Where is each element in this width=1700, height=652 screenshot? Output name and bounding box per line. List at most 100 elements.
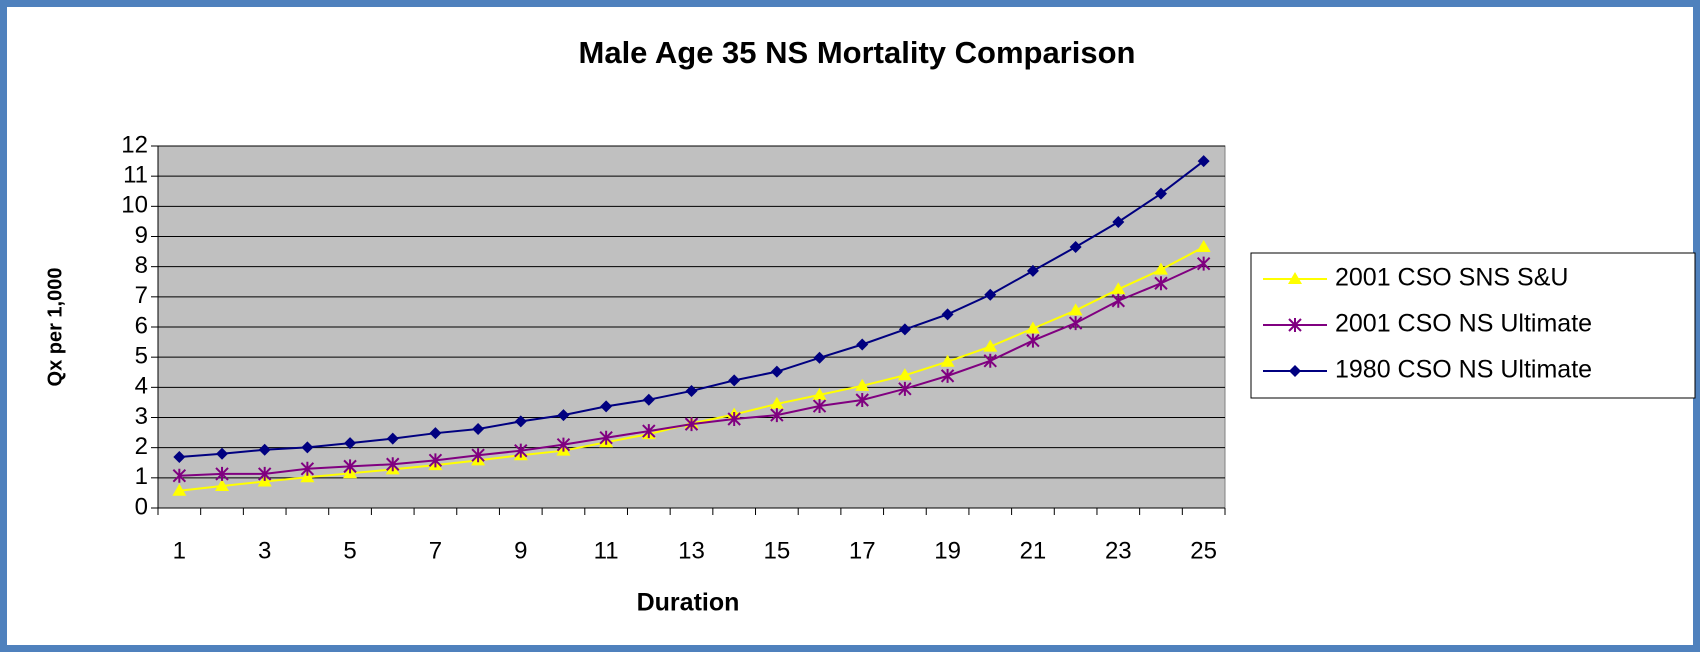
marker bbox=[343, 459, 357, 474]
x-tick-label: 17 bbox=[849, 537, 876, 564]
legend-label: 2001 CSO SNS S&U bbox=[1335, 264, 1568, 292]
y-tick-label: 0 bbox=[135, 493, 148, 520]
y-tick-label: 12 bbox=[121, 131, 148, 158]
marker bbox=[428, 453, 443, 468]
marker bbox=[1068, 316, 1083, 331]
marker bbox=[1111, 282, 1126, 295]
x-axis-label: Duration bbox=[637, 589, 740, 617]
marker bbox=[940, 368, 955, 383]
marker bbox=[728, 374, 741, 387]
x-tick-label: 1 bbox=[173, 537, 186, 564]
marker bbox=[1154, 276, 1168, 291]
marker bbox=[1025, 321, 1040, 334]
x-tick-label: 15 bbox=[764, 537, 791, 564]
marker bbox=[642, 393, 655, 406]
marker bbox=[386, 457, 400, 472]
marker bbox=[769, 396, 784, 409]
x-tick-label: 9 bbox=[514, 537, 527, 564]
marker bbox=[1197, 155, 1210, 168]
series bbox=[172, 256, 1211, 483]
marker bbox=[685, 384, 698, 397]
marker bbox=[941, 308, 954, 321]
marker bbox=[514, 443, 528, 458]
marker bbox=[940, 354, 955, 367]
marker bbox=[429, 427, 442, 440]
marker bbox=[215, 478, 230, 491]
marker bbox=[600, 400, 613, 413]
x-tick-label: 19 bbox=[934, 537, 961, 564]
marker bbox=[471, 448, 485, 463]
y-tick-label: 1 bbox=[135, 463, 148, 490]
series bbox=[173, 155, 1210, 464]
marker bbox=[258, 443, 271, 456]
x-tick-label: 25 bbox=[1190, 537, 1217, 564]
x-tick-label: 3 bbox=[258, 537, 271, 564]
marker bbox=[642, 424, 656, 439]
x-tick-label: 5 bbox=[343, 537, 356, 564]
marker bbox=[599, 430, 613, 445]
marker bbox=[173, 451, 186, 464]
marker bbox=[1196, 240, 1211, 253]
marker bbox=[855, 378, 870, 391]
x-tick-label: 13 bbox=[678, 537, 705, 564]
marker bbox=[770, 365, 783, 378]
y-tick-label: 2 bbox=[135, 433, 148, 460]
marker bbox=[812, 387, 827, 400]
marker bbox=[257, 466, 272, 481]
x-tick-label: 7 bbox=[429, 537, 442, 564]
marker bbox=[301, 441, 314, 454]
marker bbox=[1154, 187, 1167, 200]
legend-label: 2001 CSO NS Ultimate bbox=[1335, 310, 1592, 338]
marker bbox=[1069, 241, 1082, 254]
marker bbox=[727, 412, 741, 427]
marker bbox=[386, 432, 399, 445]
marker bbox=[812, 399, 827, 414]
marker bbox=[1288, 318, 1302, 332]
x-tick-label: 11 bbox=[594, 537, 619, 564]
marker bbox=[1289, 365, 1301, 377]
marker bbox=[983, 353, 997, 368]
marker bbox=[1111, 293, 1126, 308]
y-tick-label: 10 bbox=[121, 192, 148, 219]
marker bbox=[300, 461, 315, 476]
y-tick-label: 8 bbox=[135, 252, 148, 279]
legend-label: 1980 CSO NS Ultimate bbox=[1335, 356, 1592, 384]
y-tick-label: 5 bbox=[135, 343, 148, 370]
marker bbox=[172, 468, 187, 483]
marker bbox=[1196, 256, 1211, 271]
marker bbox=[215, 466, 229, 481]
y-axis-label: Qx per 1,000 bbox=[44, 268, 66, 387]
y-tick-label: 11 bbox=[123, 162, 148, 189]
marker bbox=[770, 408, 784, 423]
marker bbox=[472, 422, 485, 435]
marker bbox=[1288, 272, 1302, 284]
marker bbox=[1112, 216, 1125, 229]
marker bbox=[856, 338, 869, 351]
marker bbox=[898, 323, 911, 336]
y-tick-label: 6 bbox=[135, 312, 148, 339]
y-tick-label: 7 bbox=[135, 282, 148, 309]
marker bbox=[216, 447, 229, 460]
x-tick-label: 23 bbox=[1105, 537, 1132, 564]
marker bbox=[898, 381, 912, 396]
marker bbox=[1026, 264, 1039, 277]
marker bbox=[300, 470, 315, 483]
marker bbox=[514, 415, 527, 428]
y-tick-label: 4 bbox=[135, 373, 148, 400]
x-tick-label: 21 bbox=[1020, 537, 1047, 564]
marker bbox=[1153, 262, 1168, 275]
marker bbox=[556, 437, 571, 452]
marker bbox=[983, 339, 998, 352]
marker bbox=[557, 409, 570, 422]
marker bbox=[1068, 303, 1083, 316]
marker bbox=[984, 288, 997, 301]
marker bbox=[855, 393, 869, 408]
marker bbox=[897, 368, 912, 381]
marker bbox=[1026, 333, 1040, 348]
y-tick-label: 9 bbox=[135, 222, 148, 249]
marker bbox=[813, 351, 826, 364]
chart-title: Male Age 35 NS Mortality Comparison bbox=[579, 35, 1136, 70]
marker bbox=[684, 417, 699, 432]
marker bbox=[344, 437, 357, 450]
